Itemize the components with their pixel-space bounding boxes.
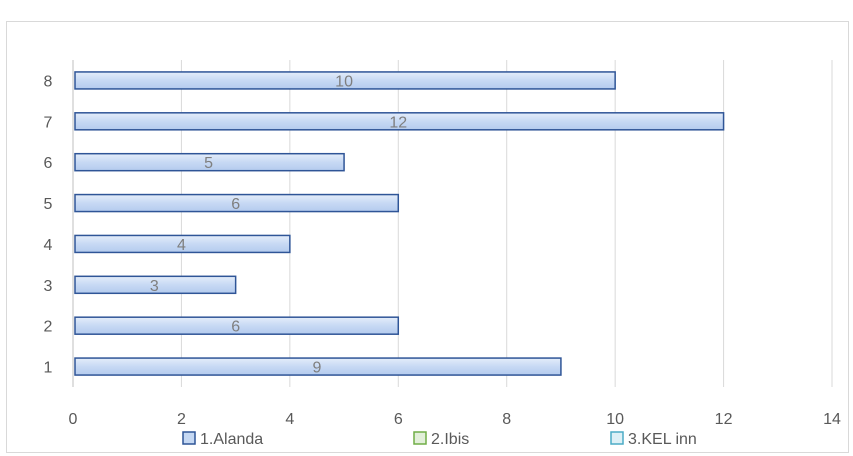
- data-label: 12: [389, 114, 407, 131]
- x-tick-label: 12: [715, 411, 733, 428]
- legend: 1.Alanda 2.Ibis 3.KEL inn: [182, 431, 697, 448]
- bar: [74, 316, 400, 335]
- legend-label: 1.Alanda: [200, 431, 263, 448]
- y-tick-label: 8: [44, 73, 53, 90]
- bar: [74, 71, 616, 90]
- x-tick-label: 6: [394, 411, 403, 428]
- data-label: 3: [150, 278, 159, 295]
- x-tick-label: 10: [606, 411, 624, 428]
- bar: [74, 193, 400, 213]
- data-label: 5: [204, 155, 213, 172]
- gridlines: [180, 60, 833, 387]
- x-tick-label: 14: [823, 411, 841, 428]
- y-tick-label: 7: [44, 114, 53, 131]
- y-tick-label: 4: [44, 237, 53, 254]
- y-tick-label: 5: [44, 196, 53, 213]
- legend-label: 2.Ibis: [431, 431, 469, 448]
- legend-swatch: [182, 431, 196, 445]
- bar: [74, 152, 345, 172]
- x-tick-label: 4: [285, 411, 294, 428]
- legend-label: 3.KEL inn: [628, 431, 697, 448]
- data-label: 9: [313, 360, 322, 377]
- bar: [74, 234, 291, 254]
- y-tick-label: 2: [44, 319, 53, 336]
- legend-swatch: [610, 431, 624, 445]
- y-tick-label: 1: [44, 360, 53, 377]
- data-label: 10: [335, 73, 353, 90]
- bar: [74, 275, 237, 295]
- legend-swatch: [413, 431, 427, 445]
- y-tick-label: 3: [44, 278, 53, 295]
- bars: 9 6 3 4 6 5 12 10: [74, 71, 725, 377]
- data-label: 6: [231, 319, 240, 336]
- x-tick-label: 0: [69, 411, 78, 428]
- x-tick-label: 8: [502, 411, 511, 428]
- data-label: 4: [177, 237, 186, 254]
- bar: [74, 357, 562, 376]
- data-label: 6: [231, 196, 240, 213]
- y-tick-label: 6: [44, 155, 53, 172]
- x-tick-label: 2: [177, 411, 186, 428]
- bar: [74, 112, 725, 131]
